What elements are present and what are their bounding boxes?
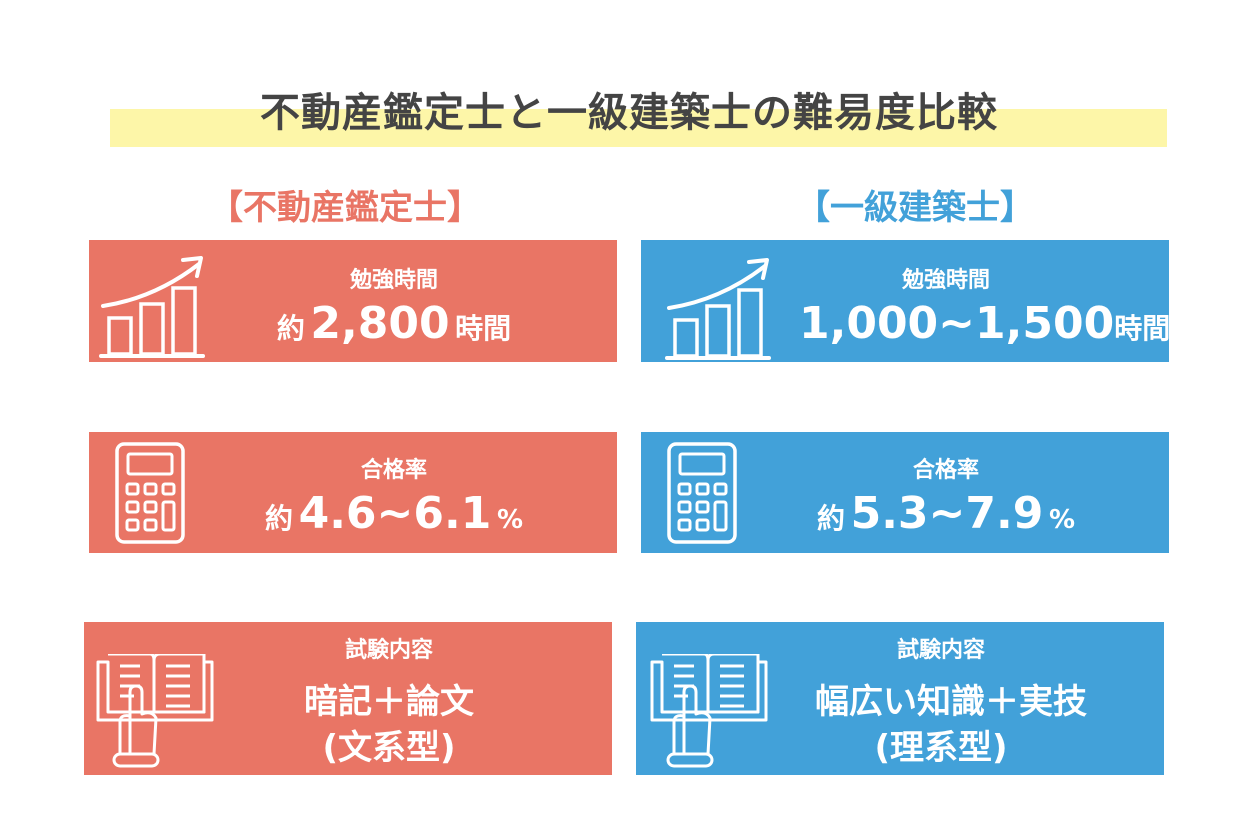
exam-content-label: 試験内容 — [344, 638, 433, 663]
prefix: 約 — [817, 502, 846, 535]
calculator-icon — [667, 442, 737, 544]
study-hours-value: 1,000~1,500時間 — [799, 298, 1170, 349]
unit: % — [1048, 505, 1075, 535]
exam-content-line1: 暗記＋論文 — [304, 682, 474, 722]
pass-rate-label: 合格率 — [360, 458, 427, 483]
left-study-hours-card: 勉強時間 約 2,800 時間 — [89, 240, 617, 362]
study-hours-label: 勉強時間 — [901, 268, 990, 293]
bar-chart-growth-icon — [99, 256, 205, 358]
left-exam-content-card: 試験内容 暗記＋論文 (文系型) — [84, 622, 612, 775]
calculator-icon — [115, 442, 185, 544]
left-heading: 【不動産鑑定士】 — [209, 188, 481, 228]
prefix: 約 — [265, 502, 294, 535]
prefix: 約 — [276, 312, 305, 345]
book-pointing-hand-icon — [650, 654, 768, 768]
right-exam-content-card: 試験内容 幅広い知識＋実技 (理系型) — [636, 622, 1164, 775]
right-pass-rate-card: 合格率 約 5.3~7.9 % — [641, 432, 1169, 553]
exam-content-line1: 幅広い知識＋実技 — [815, 682, 1087, 722]
exam-content-label: 試験内容 — [896, 638, 985, 663]
bar-chart-growth-icon — [665, 258, 771, 360]
value: 4.6~6.1 — [298, 488, 492, 539]
unit: 時間 — [455, 312, 512, 345]
pass-rate-value: 約 4.6~6.1 % — [229, 488, 559, 539]
value: 5.3~7.9 — [850, 488, 1044, 539]
title-highlight — [110, 109, 1167, 147]
exam-content-line2: (文系型) — [322, 728, 456, 768]
study-hours-value: 約 2,800 時間 — [229, 298, 559, 349]
pass-rate-value: 約 5.3~7.9 % — [781, 488, 1111, 539]
left-pass-rate-card: 合格率 約 4.6~6.1 % — [89, 432, 617, 553]
book-pointing-hand-icon — [96, 654, 214, 768]
right-heading: 【一級建築士】 — [796, 188, 1034, 228]
page-title: 不動産鑑定士と一級建築士の難易度比較 — [260, 90, 998, 136]
exam-content-line2: (理系型) — [874, 728, 1008, 768]
value: 2,800 — [310, 298, 450, 349]
value: 1,000~1,500 — [799, 298, 1115, 349]
unit: 時間 — [1114, 312, 1171, 345]
pass-rate-label: 合格率 — [912, 458, 979, 483]
unit: % — [496, 505, 523, 535]
study-hours-label: 勉強時間 — [349, 268, 438, 293]
right-study-hours-card: 勉強時間 1,000~1,500時間 — [641, 240, 1170, 362]
